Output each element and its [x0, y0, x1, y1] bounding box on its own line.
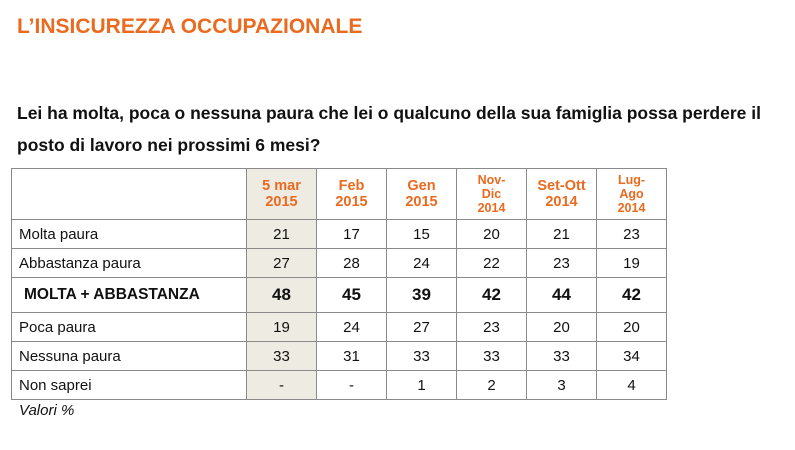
table-cell: 33: [526, 341, 597, 371]
column-header-line: Set-Ott: [537, 178, 586, 194]
table-cell: 20: [456, 219, 527, 249]
results-table: 5 mar 2015 Feb 2015 Gen 2015 Nov- Dic 2014 Set-Ot…: [11, 168, 667, 400]
row-label: Non saprei: [11, 370, 247, 400]
row-label: Poca paura: [11, 312, 247, 342]
survey-question: Lei ha molta, poca o nessuna paura che l…: [17, 103, 761, 155]
table-cell: 17: [316, 219, 387, 249]
units-note: Valori %: [19, 402, 75, 419]
table-row: Molta paura 21 17 15 20 21 23: [11, 219, 667, 249]
column-header-line: 2014: [477, 201, 506, 215]
page-title: L’INSICUREZZA OCCUPAZIONALE: [17, 15, 363, 38]
table-cell: 28: [316, 248, 387, 278]
table-cell: 31: [316, 341, 387, 371]
row-label: MOLTA + ABBASTANZA: [11, 277, 247, 313]
column-header: Nov- Dic 2014: [456, 168, 527, 220]
table-cell: 34: [596, 341, 667, 371]
header-corner-cell: [11, 168, 247, 220]
table-cell: 2: [456, 370, 527, 400]
table-cell: 24: [386, 248, 457, 278]
column-header: 5 mar 2015: [246, 168, 317, 220]
table-cell: 24: [316, 312, 387, 342]
row-label: Abbastanza paura: [11, 248, 247, 278]
column-header: Feb 2015: [316, 168, 387, 220]
row-label: Nessuna paura: [11, 341, 247, 371]
column-header-line: Gen: [407, 178, 436, 194]
table-cell: 21: [246, 219, 317, 249]
table-cell: 22: [456, 248, 527, 278]
column-header-line: Dic: [481, 187, 502, 201]
column-header-line: 2014: [617, 201, 646, 215]
table-row: Poca paura 19 24 27 23 20 20: [11, 312, 667, 342]
column-header-line: 2014: [545, 194, 578, 210]
table-cell: 45: [316, 277, 387, 313]
column-header: Set-Ott 2014: [526, 168, 597, 220]
table-cell: -: [316, 370, 387, 400]
table-cell: 23: [456, 312, 527, 342]
table-cell: 1: [386, 370, 457, 400]
table-row: MOLTA + ABBASTANZA 48 45 39 42 44 42: [11, 277, 667, 313]
table-cell: 33: [456, 341, 527, 371]
table-header-row: 5 mar 2015 Feb 2015 Gen 2015 Nov- Dic 2014 Set-Ot…: [11, 168, 667, 220]
table-cell: 27: [386, 312, 457, 342]
table-cell: 27: [246, 248, 317, 278]
table-cell: 21: [526, 219, 597, 249]
table-cell: 20: [526, 312, 597, 342]
table-row: Abbastanza paura 27 28 24 22 23 19: [11, 248, 667, 278]
table-cell: 23: [596, 219, 667, 249]
column-header-line: 2015: [405, 194, 438, 210]
table-cell: 23: [526, 248, 597, 278]
column-header: Gen 2015: [386, 168, 457, 220]
column-header-line: 5 mar: [262, 178, 301, 194]
column-header: Lug- Ago 2014: [596, 168, 667, 220]
table-cell: 15: [386, 219, 457, 249]
table-row: Non saprei - -1 2 3 4: [11, 370, 667, 400]
column-header-line: 2015: [335, 194, 368, 210]
table-cell: 3: [526, 370, 597, 400]
table-cell: 48: [246, 277, 317, 313]
table-row: Nessuna paura 33 31 33 33 33 34: [11, 341, 667, 371]
column-header-line: 2015: [265, 194, 298, 210]
column-header-line: Lug-: [617, 173, 646, 187]
table-cell: 19: [246, 312, 317, 342]
table-cell: -: [246, 370, 317, 400]
table-cell: 20: [596, 312, 667, 342]
column-header-line: Ago: [619, 187, 644, 201]
table-cell: 42: [456, 277, 527, 313]
table-cell: 39: [386, 277, 457, 313]
column-header-line: Feb: [338, 178, 365, 194]
column-header-line: Nov-: [477, 173, 506, 187]
row-label: Molta paura: [11, 219, 247, 249]
table-cell: 33: [386, 341, 457, 371]
table-cell: 19: [596, 248, 667, 278]
table-cell: 33: [246, 341, 317, 371]
table-cell: 4: [596, 370, 667, 400]
table-cell: 42: [596, 277, 667, 313]
table-cell: 44: [526, 277, 597, 313]
